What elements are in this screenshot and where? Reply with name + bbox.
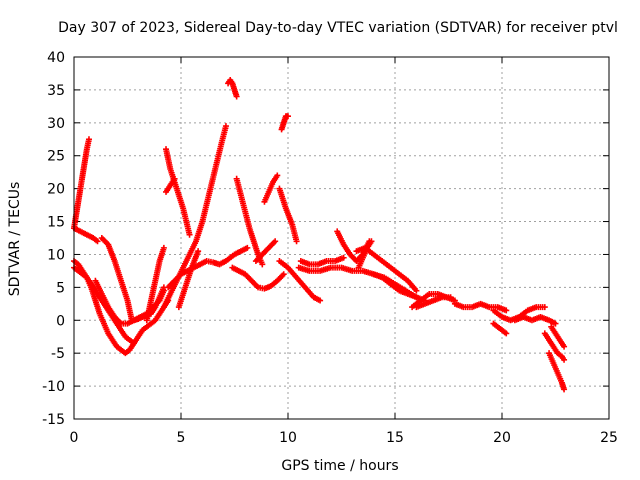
data-point xyxy=(503,330,510,337)
data-point xyxy=(552,320,559,327)
x-tick-label: 10 xyxy=(279,430,297,446)
data-point xyxy=(368,238,375,245)
y-tick-label: 0 xyxy=(56,313,65,329)
data-point xyxy=(244,244,251,251)
chart-title: Day 307 of 2023, Sidereal Day-to-day VTE… xyxy=(58,20,618,36)
y-tick-label: 20 xyxy=(47,182,65,198)
data-points xyxy=(71,77,568,393)
y-tick-label: 15 xyxy=(47,215,65,231)
data-point xyxy=(413,287,420,294)
data-point xyxy=(293,238,300,245)
x-tick-label: 15 xyxy=(386,430,404,446)
y-tick-label: 30 xyxy=(47,116,65,132)
data-point xyxy=(222,123,229,130)
axis-ticks: 0 5 10 15 20 25 -15 -10 -5 0 5 10 15 20 25 30 35 40 xyxy=(42,50,618,446)
data-point xyxy=(561,343,568,350)
data-point xyxy=(447,294,454,301)
data-point xyxy=(317,297,324,304)
y-tick-label: -5 xyxy=(51,346,65,362)
data-point xyxy=(503,307,510,314)
data-point xyxy=(541,304,548,311)
y-tick-label: 25 xyxy=(47,149,65,165)
data-point xyxy=(233,93,240,100)
y-tick-label: 5 xyxy=(56,280,65,296)
x-tick-label: 5 xyxy=(177,430,186,446)
data-point xyxy=(272,238,279,245)
data-point xyxy=(130,340,137,347)
data-point xyxy=(259,261,266,268)
y-axis-label: SDTVAR / TECUs xyxy=(7,182,23,297)
x-axis-label: GPS time / hours xyxy=(281,458,398,474)
y-tick-label: 40 xyxy=(47,50,65,66)
y-tick-label: 10 xyxy=(47,247,65,263)
plot-border xyxy=(73,56,610,420)
data-point xyxy=(85,136,92,143)
x-tick-label: 20 xyxy=(493,430,511,446)
x-tick-label: 0 xyxy=(70,430,79,446)
data-point xyxy=(160,244,167,251)
y-tick-label: 35 xyxy=(47,83,65,99)
data-point xyxy=(340,254,347,261)
data-point xyxy=(195,248,202,255)
data-point xyxy=(561,356,568,363)
data-point xyxy=(171,175,178,182)
x-tick-label: 25 xyxy=(600,430,618,446)
y-tick-label: -15 xyxy=(42,412,65,428)
data-point xyxy=(94,238,101,245)
data-point xyxy=(561,386,568,393)
data-point xyxy=(274,172,281,179)
data-point xyxy=(285,113,291,120)
data-point xyxy=(186,231,193,238)
y-tick-label: -10 xyxy=(42,379,65,395)
data-point xyxy=(280,271,287,278)
